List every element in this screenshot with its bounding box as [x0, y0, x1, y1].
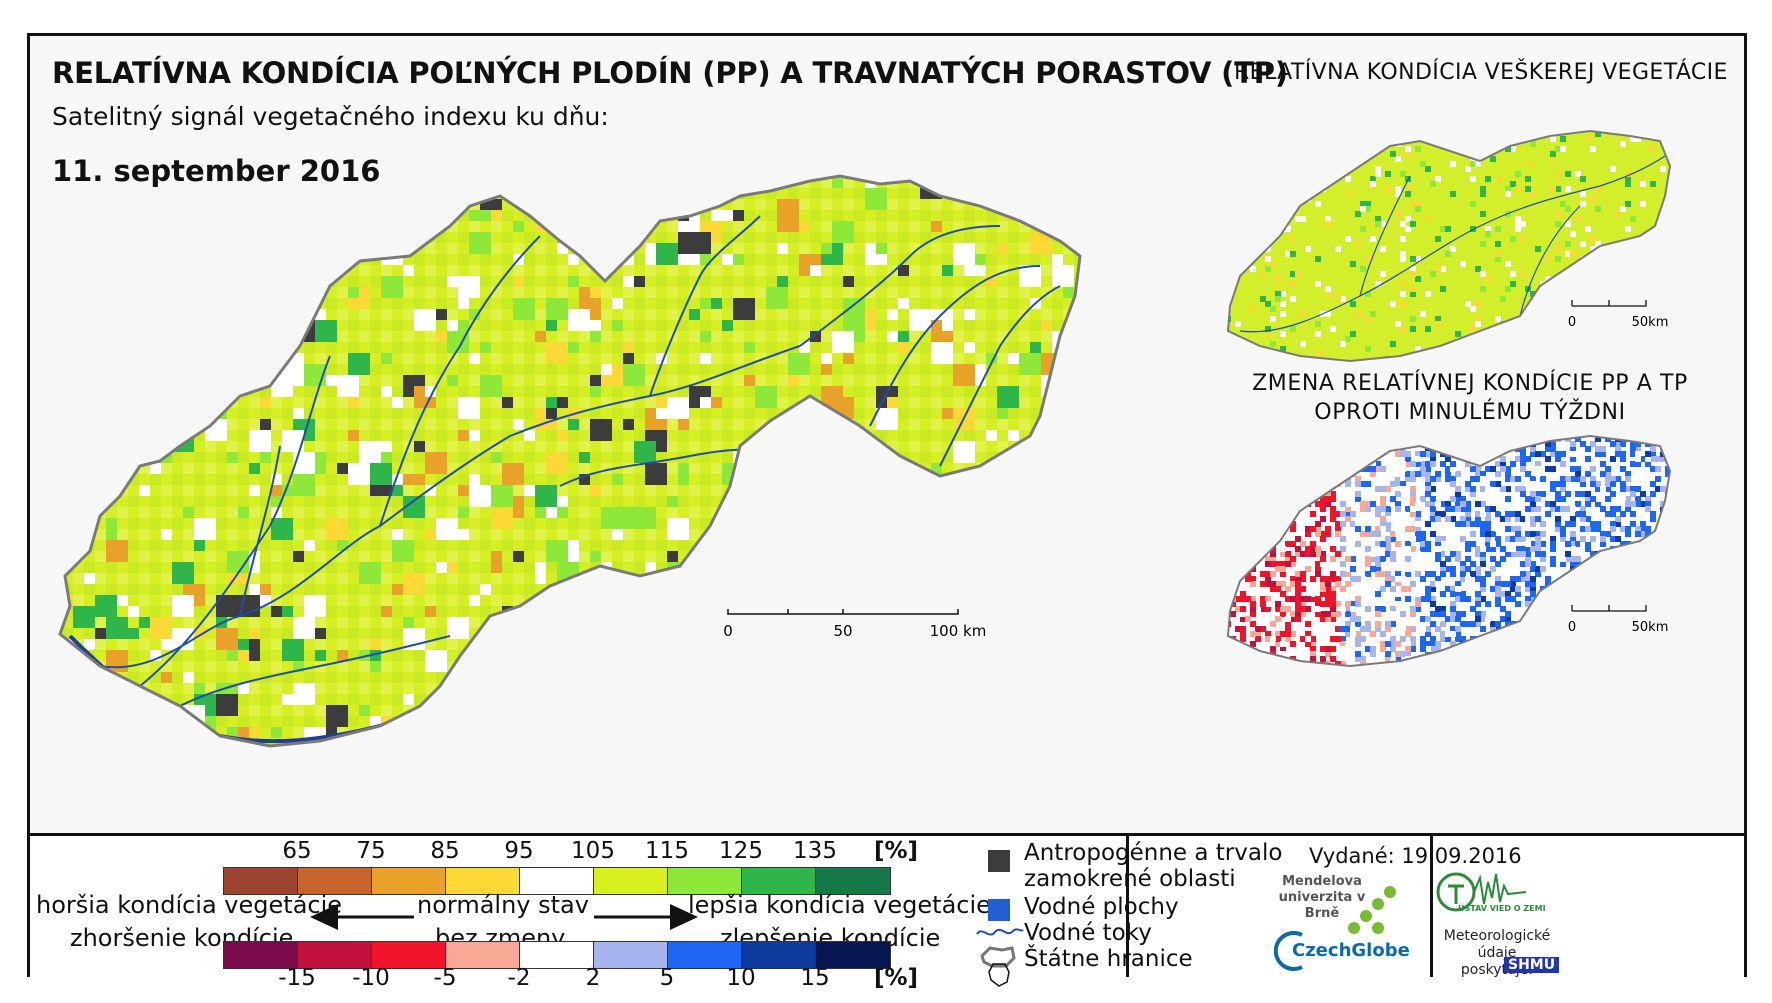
condition-unit: [%] — [873, 838, 919, 864]
anthropogenic-label-1: Antropogénne a trvalo — [1024, 840, 1283, 866]
better-label-1: lepšia kondícia vegetácie — [688, 891, 991, 919]
state-border-label: Štátne hranice — [1024, 946, 1193, 972]
water-area-swatch — [988, 899, 1010, 921]
scale-label-0: 0 — [723, 622, 733, 640]
condition-swatch-5 — [594, 868, 668, 894]
normal-label-1: normálny stav — [417, 891, 589, 919]
condition-color-bar — [223, 867, 891, 895]
change-swatch-4 — [520, 942, 594, 968]
czechglobe-logo-icon — [1274, 931, 1303, 971]
inset-top-title: RELATÍVNA KONDÍCIA VEŠKEREJ VEGETÁCIE — [1234, 60, 1728, 85]
scale-label-100: 100 km — [930, 622, 987, 640]
condition-swatch-4 — [520, 868, 594, 894]
map-subtitle: Satelitný signál vegetačného indexu ku d… — [52, 102, 609, 131]
condition-swatch-7 — [742, 868, 816, 894]
change-tick-2: -5 — [433, 965, 457, 991]
main-map: 0 50 100 km — [58, 174, 1082, 748]
inset-bottom-title: ZMENA RELATÍVNEJ KONDÍCIE PP A TP OPROTI… — [1252, 371, 1688, 425]
issued-date: Vydané: 19.09.2016 — [1309, 844, 1522, 868]
inset-map-vegetation: 0 50km — [1227, 130, 1671, 362]
change-swatch-0 — [224, 942, 298, 968]
map-title: RELATÍVNA KONDÍCIA POĽNÝCH PLODÍN (PP) A… — [52, 56, 1288, 90]
anthropogenic-swatch — [988, 850, 1010, 872]
state-border-icon — [980, 946, 1016, 968]
czechglobe-logo-text: CzechGlobe — [1292, 940, 1410, 961]
condition-tick-0: 65 — [282, 838, 312, 864]
water-stream-icon — [976, 928, 1024, 936]
map-date: 11. september 2016 — [52, 154, 381, 188]
arrow-right-icon — [594, 904, 698, 930]
condition-swatch-3 — [446, 868, 520, 894]
inset-bottom-scale-bar: 0 50km — [1568, 605, 1669, 635]
change-swatch-5 — [594, 942, 668, 968]
change-tick-7: 15 — [800, 965, 830, 991]
mendel-logo-icon — [1348, 886, 1396, 934]
inset-map-change: 0 50km — [1227, 435, 1671, 667]
ustav-logo-text: ÚSTAV VIED O ZEMI — [1458, 904, 1546, 913]
main-scale-bar: 0 50 100 km — [723, 609, 986, 640]
mendel-logo-text: Mendelova univerzita v Brně — [1278, 874, 1366, 921]
change-swatch-8 — [816, 942, 890, 968]
change-tick-4: 2 — [585, 965, 601, 991]
change-color-bar — [223, 941, 891, 969]
change-tick-3: -2 — [507, 965, 531, 991]
change-swatch-3 — [446, 942, 520, 968]
water-area-label: Vodné plochy — [1024, 894, 1179, 920]
map-frame: RELATÍVNA KONDÍCIA POĽNÝCH PLODÍN (PP) A… — [27, 33, 1747, 991]
condition-swatch-0 — [224, 868, 298, 894]
ustav-logo-icon — [1436, 872, 1527, 912]
change-unit: [%] — [873, 965, 919, 991]
change-swatch-7 — [742, 942, 816, 968]
legend-panel: 65 75 85 95 105 115 125 135 [%] horšia kondícia… — [30, 833, 1744, 991]
water-stream-label: Vodné toky — [1024, 920, 1152, 946]
condition-swatch-6 — [668, 868, 742, 894]
svg-text:50km: 50km — [1632, 315, 1669, 330]
region-border-icon — [988, 963, 1010, 987]
condition-tick-6: 125 — [719, 838, 763, 864]
change-tick-0: -15 — [278, 965, 316, 991]
worse-label-1: horšia kondícia vegetácie — [36, 891, 343, 919]
anthropogenic-label-2: zamokrené oblasti — [1024, 866, 1236, 892]
scale-label-50: 50 — [833, 622, 852, 640]
change-swatch-1 — [298, 942, 372, 968]
arrow-left-icon — [310, 904, 414, 930]
condition-swatch-8 — [816, 868, 890, 894]
svg-text:50km: 50km — [1632, 620, 1669, 635]
change-tick-5: 5 — [659, 965, 675, 991]
change-swatch-2 — [372, 942, 446, 968]
svg-text:0: 0 — [1568, 620, 1576, 635]
condition-tick-5: 115 — [645, 838, 689, 864]
inset-top-scale-bar: 0 50km — [1568, 300, 1669, 330]
change-tick-6: 10 — [726, 965, 756, 991]
condition-tick-7: 135 — [793, 838, 837, 864]
shmu-logo: SHMÚ — [1504, 957, 1560, 973]
condition-tick-1: 75 — [356, 838, 386, 864]
change-tick-1: -10 — [352, 965, 390, 991]
svg-text:0: 0 — [1568, 315, 1576, 330]
condition-swatch-1 — [298, 868, 372, 894]
condition-tick-3: 95 — [504, 838, 534, 864]
condition-tick-2: 85 — [430, 838, 460, 864]
change-swatch-6 — [668, 942, 742, 968]
condition-swatch-2 — [372, 868, 446, 894]
condition-tick-4: 105 — [571, 838, 615, 864]
